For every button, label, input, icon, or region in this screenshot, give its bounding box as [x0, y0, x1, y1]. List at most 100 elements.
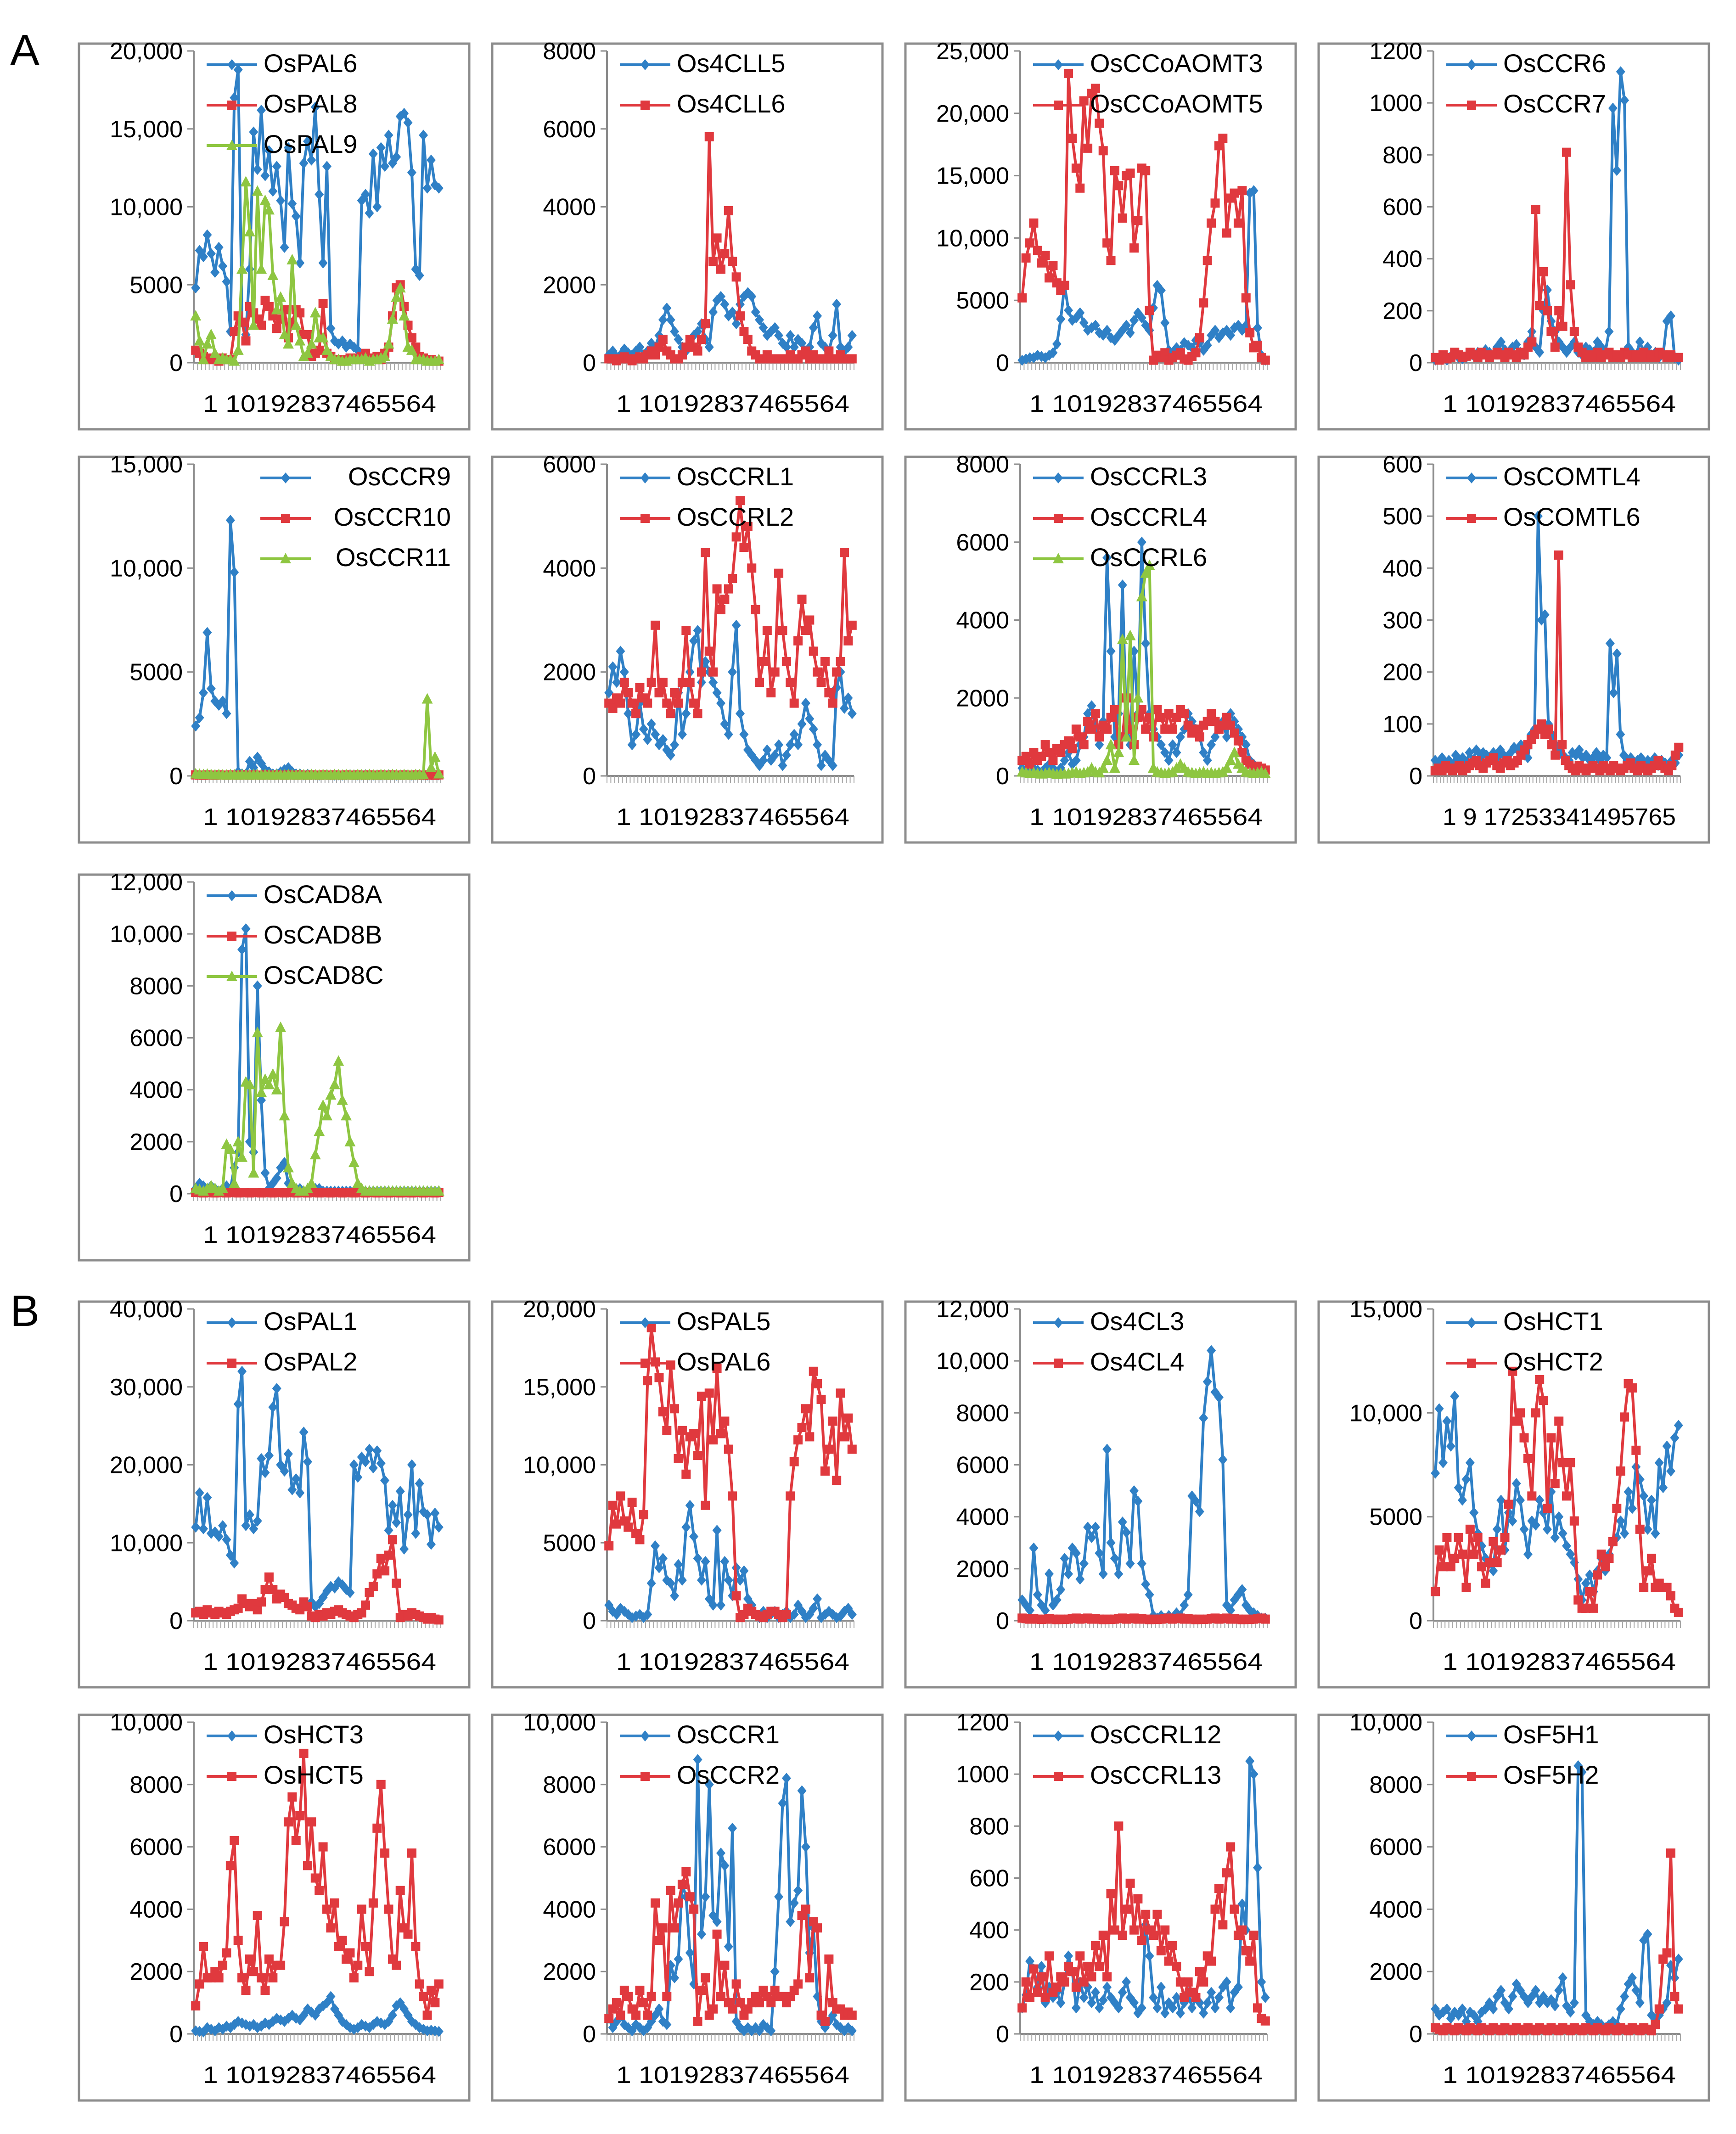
data-point — [624, 708, 633, 719]
data-point — [1620, 1527, 1629, 1539]
data-point — [813, 1593, 822, 1605]
data-point — [832, 298, 842, 310]
y-tick-label: 2000 — [956, 685, 1009, 712]
data-point — [1539, 1396, 1548, 1405]
y-tick-label: 5000 — [543, 1530, 596, 1556]
data-point — [191, 720, 201, 732]
data-point — [1631, 1984, 1641, 1996]
data-point — [222, 1948, 231, 1958]
data-point — [813, 739, 822, 751]
y-tick-label: 12,000 — [110, 869, 183, 896]
data-point — [843, 636, 853, 646]
data-point — [658, 335, 668, 344]
data-point — [1075, 183, 1085, 193]
data-point — [1438, 1457, 1448, 1468]
data-point — [291, 1836, 301, 1846]
data-point — [666, 314, 675, 326]
legend-marker — [1053, 553, 1064, 563]
series-line — [194, 1752, 440, 2017]
data-point — [635, 1985, 645, 1995]
data-point — [395, 1886, 405, 1895]
data-point — [616, 1491, 625, 1501]
data-point — [394, 282, 406, 293]
data-point — [380, 1566, 390, 1576]
data-point — [1118, 579, 1127, 591]
data-point — [701, 1556, 710, 1567]
data-point — [639, 724, 648, 735]
data-point — [380, 161, 390, 172]
data-point — [1581, 1578, 1591, 1589]
data-point — [403, 1929, 413, 1939]
data-point — [199, 687, 208, 698]
y-tick-label: 1200 — [1369, 38, 1422, 65]
chart-A1: 0 5000 10,000 15,000 20,000 1 10192837465564 O… — [78, 38, 471, 431]
data-point — [712, 687, 722, 698]
data-point — [280, 1917, 289, 1926]
data-point — [209, 347, 221, 358]
legend-entry: OsPAL5 — [620, 1307, 770, 1336]
data-point — [1608, 102, 1618, 114]
data-point — [1087, 1997, 1096, 2009]
data-point — [1662, 1583, 1672, 1592]
data-point — [322, 161, 332, 172]
y-tick-label: 0 — [169, 1608, 183, 1634]
data-point — [1508, 1991, 1517, 2002]
data-point — [1145, 1950, 1154, 1962]
data-point — [1542, 306, 1552, 315]
data-point — [1083, 143, 1093, 153]
y-tick-label: 2000 — [543, 272, 596, 298]
data-point — [1461, 1583, 1471, 1592]
legend-marker — [1467, 514, 1476, 523]
data-point — [426, 1985, 436, 1995]
data-point — [317, 331, 329, 343]
data-point — [303, 1861, 312, 1870]
data-point — [1527, 337, 1537, 347]
data-point — [365, 208, 374, 219]
data-point — [643, 1376, 652, 1386]
data-point — [654, 1373, 664, 1382]
data-point — [816, 760, 826, 771]
data-point — [731, 1979, 741, 1989]
data-point — [662, 303, 672, 314]
data-point — [341, 1110, 352, 1121]
data-point — [1230, 188, 1239, 198]
x-tick-labels: 1 10192837465564 — [1443, 391, 1676, 417]
data-point — [774, 1891, 784, 1903]
data-point — [372, 201, 382, 213]
data-point — [202, 1492, 212, 1503]
data-point — [1237, 748, 1247, 758]
legend-label: OsF5H1 — [1503, 1720, 1599, 1749]
data-point — [1160, 348, 1170, 358]
data-point — [1114, 181, 1124, 191]
legend-marker — [1054, 59, 1063, 70]
data-point — [1056, 748, 1066, 758]
data-point — [1105, 739, 1117, 750]
x-tick-labels: 1 10192837465564 — [203, 391, 436, 417]
data-point — [202, 229, 212, 241]
data-point — [781, 1773, 791, 1784]
data-point — [252, 185, 263, 196]
legend-label: OsPAL6 — [264, 49, 357, 78]
data-point — [685, 678, 695, 687]
y-tick-label: 4000 — [129, 1077, 183, 1104]
data-point — [1210, 717, 1220, 726]
data-point — [1473, 1533, 1483, 1542]
y-tick-label: 20,000 — [110, 1452, 183, 1479]
data-point — [1431, 1587, 1440, 1596]
data-point — [1110, 166, 1119, 175]
data-point — [399, 310, 410, 321]
data-point — [1207, 709, 1216, 719]
data-point — [425, 761, 437, 772]
data-point — [1052, 338, 1062, 350]
data-point — [1125, 168, 1135, 178]
data-point — [222, 708, 231, 719]
data-point — [704, 132, 714, 141]
legend-marker — [640, 1359, 650, 1368]
data-point — [816, 678, 826, 687]
data-point — [1191, 1495, 1201, 1507]
data-point — [677, 1880, 687, 1889]
data-point — [1484, 1558, 1494, 1567]
data-point — [295, 1605, 305, 1615]
data-point — [309, 1149, 321, 1160]
